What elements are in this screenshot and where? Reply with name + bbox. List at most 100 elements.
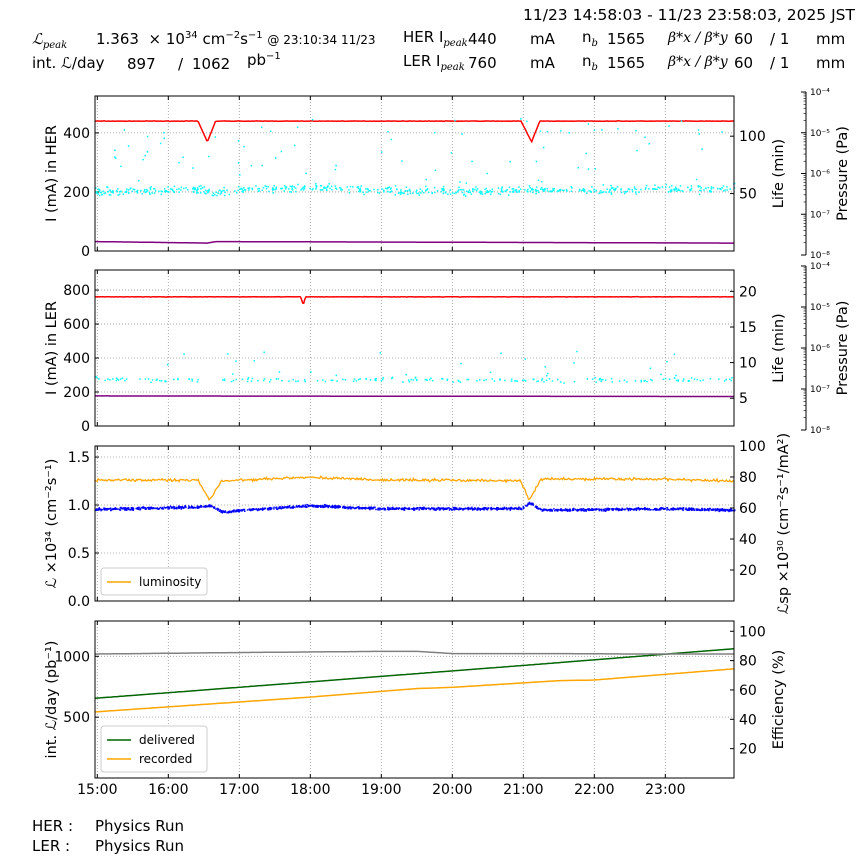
data-point <box>593 508 596 511</box>
data-point <box>634 380 637 382</box>
data-point <box>402 192 404 194</box>
data-point <box>197 378 199 381</box>
data-point <box>381 378 384 381</box>
data-point <box>479 508 482 510</box>
data-point <box>367 188 369 191</box>
data-point <box>450 152 453 154</box>
data-point <box>410 508 413 510</box>
data-point <box>100 509 102 512</box>
data-point <box>588 509 590 512</box>
data-point <box>167 506 169 508</box>
data-point <box>302 186 304 189</box>
data-point <box>242 191 244 193</box>
data-point <box>318 505 320 507</box>
data-point <box>456 508 459 510</box>
data-point <box>540 379 543 381</box>
data-point <box>408 188 411 191</box>
data-point <box>165 506 167 509</box>
data-point <box>396 507 398 509</box>
data-point <box>635 193 637 195</box>
y-tick-label: 0.0 <box>68 594 90 610</box>
data-point <box>545 379 548 382</box>
data-point <box>127 145 130 147</box>
data-point <box>297 183 299 186</box>
data-point <box>97 193 99 195</box>
data-point <box>279 507 282 509</box>
data-point <box>356 186 358 188</box>
data-point <box>268 190 270 193</box>
data-point <box>176 188 178 191</box>
data-point <box>420 508 423 510</box>
data-point <box>454 508 457 510</box>
data-point <box>416 192 418 195</box>
data-point <box>192 186 195 189</box>
data-point <box>436 190 439 192</box>
data-point <box>449 507 452 510</box>
data-point <box>585 152 587 155</box>
data-point <box>315 186 318 189</box>
data-point <box>541 377 544 380</box>
data-point <box>723 190 725 192</box>
data-point <box>321 505 324 507</box>
data-point <box>381 188 383 190</box>
data-point <box>322 187 325 189</box>
data-point <box>699 379 702 382</box>
data-point <box>257 188 259 190</box>
data-point <box>573 507 575 510</box>
data-point <box>614 189 616 191</box>
data-point <box>559 189 561 192</box>
data-point <box>353 507 355 509</box>
data-point <box>237 189 239 192</box>
data-point <box>591 378 594 380</box>
legend-entry: luminosity <box>139 575 201 589</box>
data-point <box>566 510 569 512</box>
data-point <box>588 190 590 192</box>
data-point <box>528 185 531 187</box>
data-point <box>359 190 362 193</box>
data-point <box>723 508 726 511</box>
data-point <box>453 506 456 509</box>
data-point <box>313 504 315 507</box>
data-point <box>167 508 169 510</box>
lpeak-exp: 34 <box>184 30 198 41</box>
data-point <box>291 507 293 509</box>
data-point <box>248 508 250 510</box>
data-point <box>369 507 371 509</box>
data-point <box>648 143 650 145</box>
data-point <box>569 508 571 511</box>
data-point <box>230 511 233 514</box>
data-point <box>686 186 689 189</box>
data-point <box>620 509 623 511</box>
data-point <box>485 191 488 193</box>
data-point <box>122 507 124 509</box>
data-point <box>420 192 422 194</box>
data-point <box>178 505 180 507</box>
data-point <box>144 191 146 194</box>
data-point <box>410 378 412 381</box>
data-point <box>248 189 250 191</box>
data-point <box>124 506 126 509</box>
data-point <box>631 190 634 193</box>
data-point <box>624 191 626 193</box>
data-point <box>223 194 226 197</box>
data-point <box>612 509 615 511</box>
int-lum-recorded: 897 <box>127 55 156 73</box>
data-point <box>425 189 427 192</box>
data-point <box>673 188 676 190</box>
data-point <box>620 188 622 190</box>
data-point <box>398 507 401 509</box>
data-point <box>566 508 569 511</box>
data-point <box>434 508 436 510</box>
data-point <box>283 506 286 508</box>
data-point <box>193 506 195 509</box>
pressure-tick-label: 10⁻⁸ <box>810 426 830 436</box>
data-point <box>241 188 243 190</box>
data-point <box>312 188 314 190</box>
data-point <box>173 507 175 509</box>
data-point <box>147 378 150 380</box>
data-point <box>237 509 239 511</box>
data-point <box>227 511 229 513</box>
data-point <box>698 193 701 196</box>
data-point <box>275 378 278 380</box>
